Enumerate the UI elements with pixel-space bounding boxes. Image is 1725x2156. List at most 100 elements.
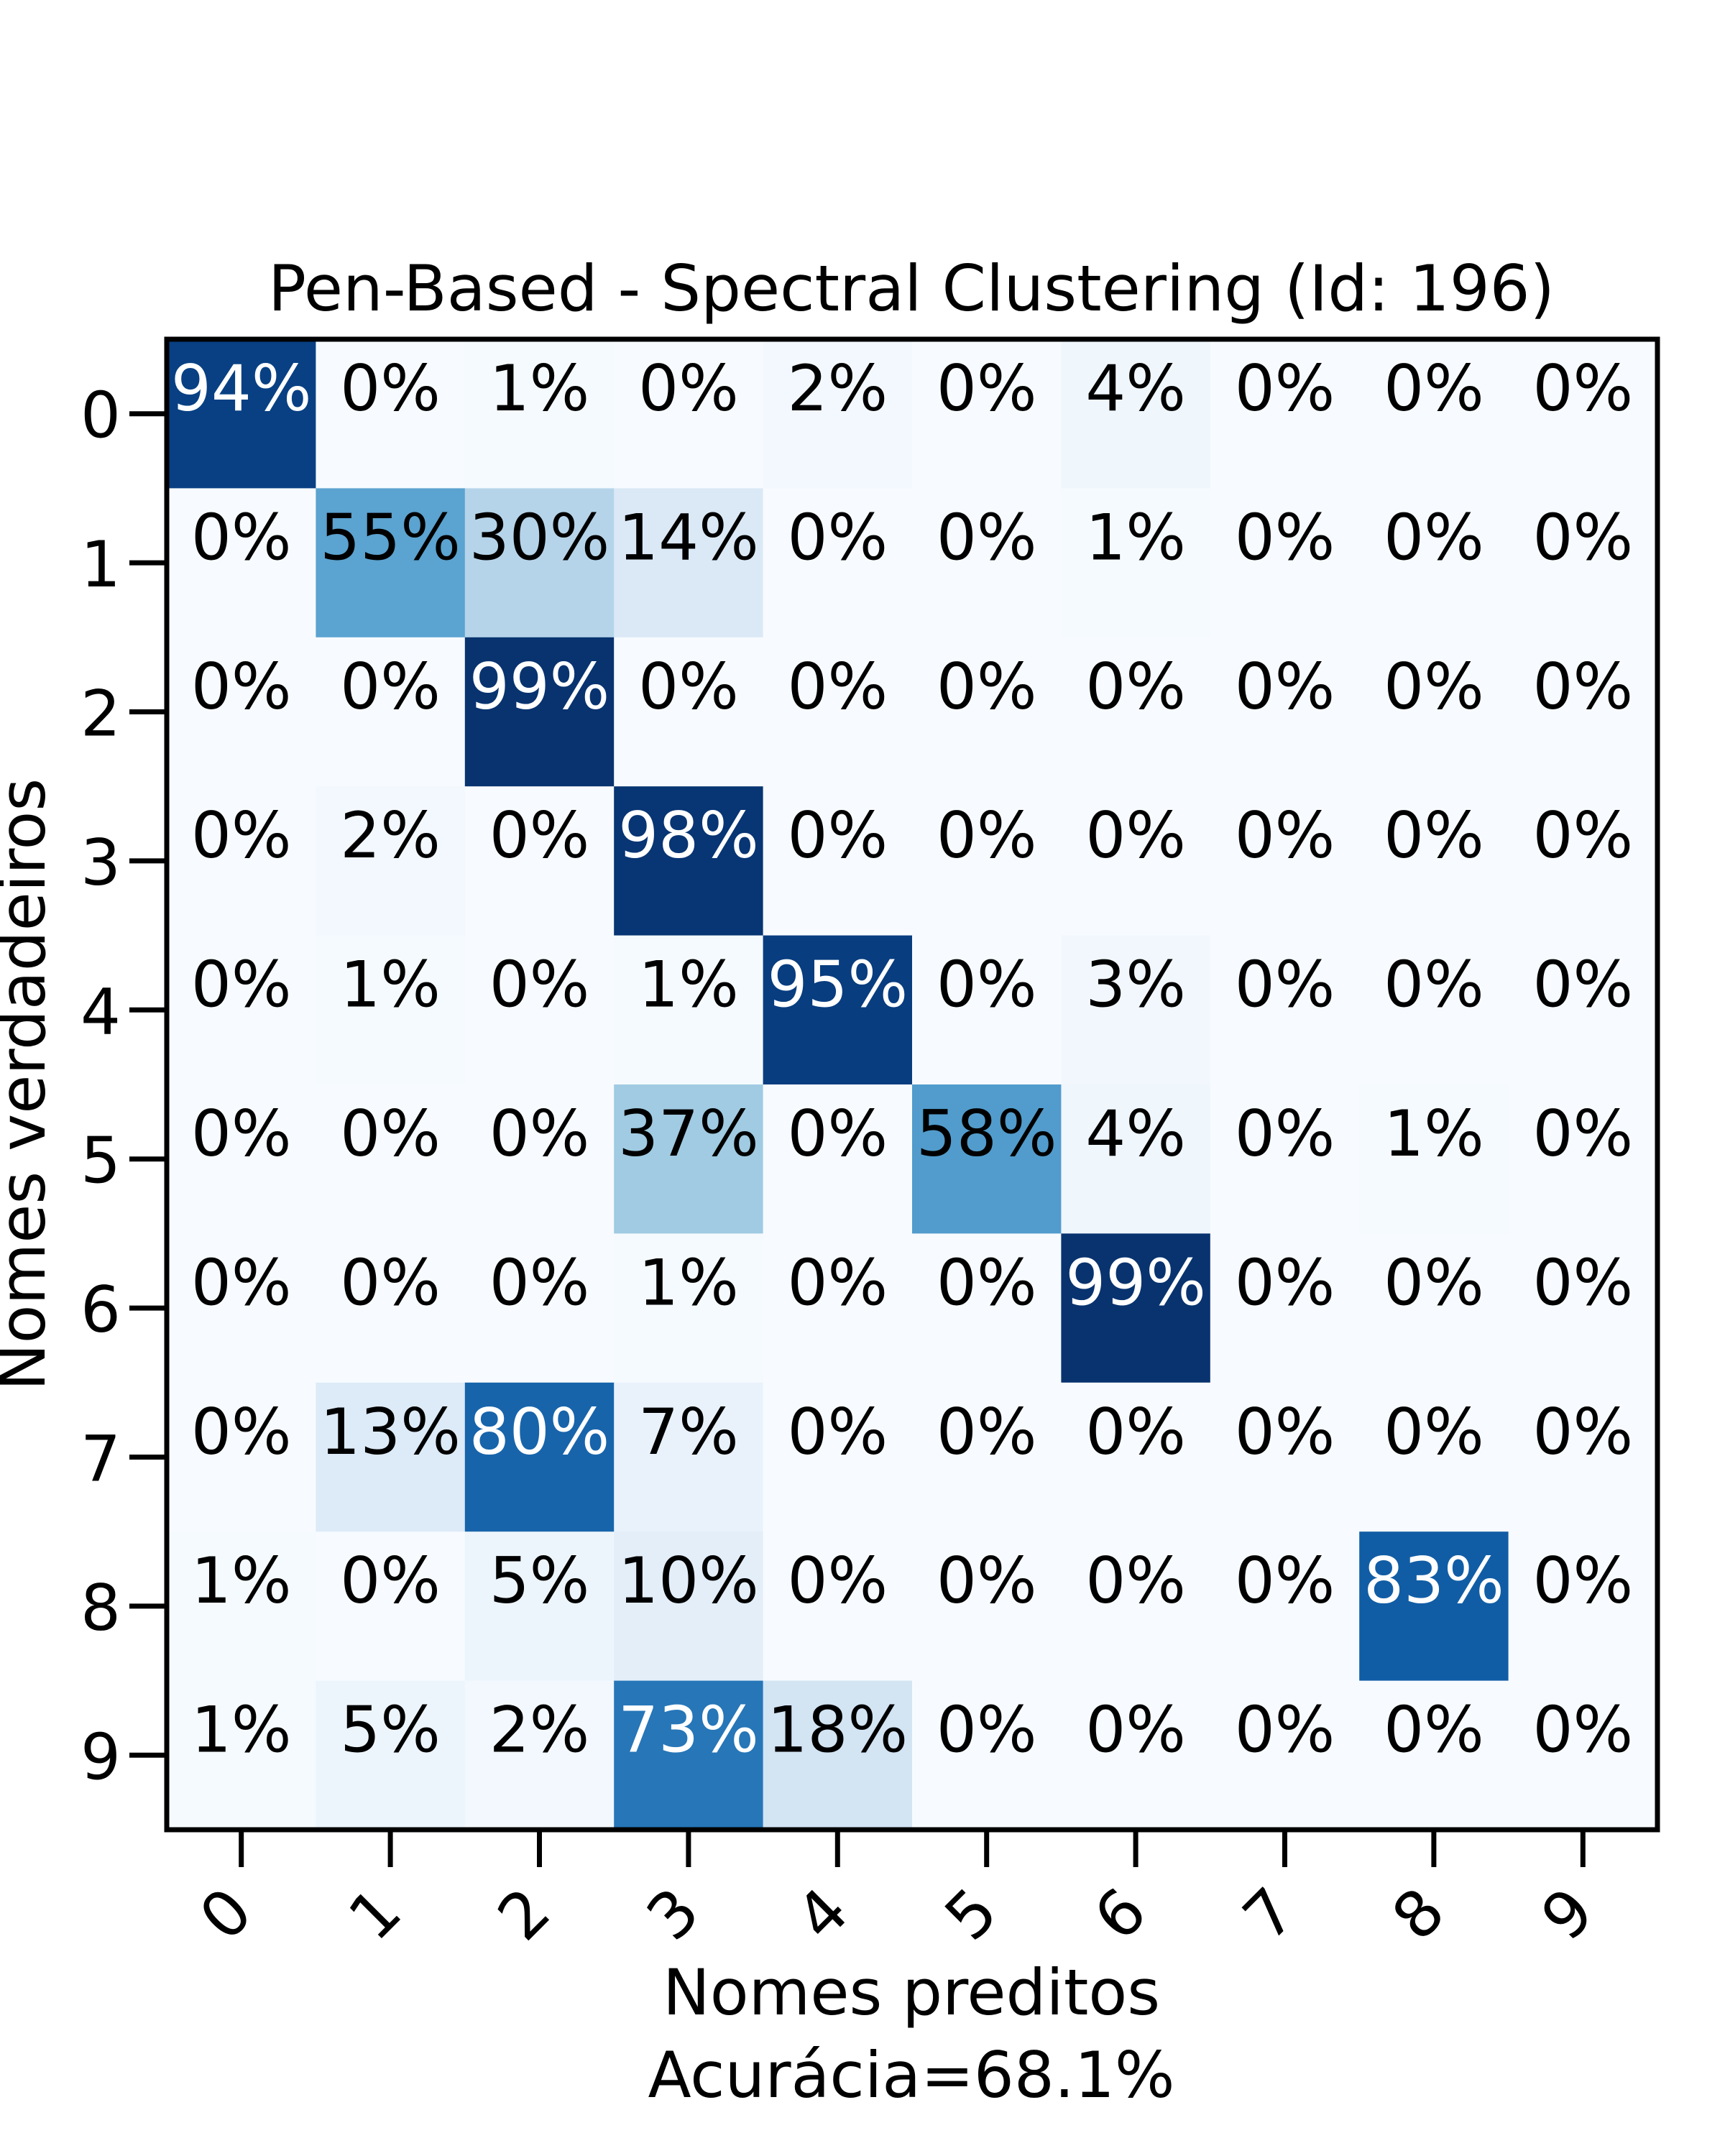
y-tick-label: 3 <box>80 826 121 900</box>
y-tick-label: 7 <box>80 1422 121 1496</box>
cell-value-label: 0% <box>340 351 441 425</box>
x-tick-label: 2 <box>484 1874 564 1954</box>
heatmap-cell <box>1508 935 1658 1085</box>
heatmap-cell <box>1210 1382 1360 1532</box>
cell-value-label: 1% <box>638 948 739 1022</box>
heatmap-cell <box>316 1233 466 1383</box>
heatmap-cell <box>316 1531 466 1682</box>
cell-value-label: 1% <box>1384 1097 1484 1171</box>
x-tick-label: 5 <box>931 1874 1011 1954</box>
cell-value-label: 0% <box>1085 1544 1186 1618</box>
heatmap-cell <box>1359 637 1509 787</box>
heatmap-cell <box>316 488 466 638</box>
heatmap-cell <box>614 935 764 1085</box>
cell-value-label: 0% <box>1532 948 1633 1022</box>
heatmap-cell <box>763 1084 913 1234</box>
heatmap-cell <box>1210 339 1360 489</box>
cell-value-label: 0% <box>937 948 1037 1022</box>
heatmap-cell <box>1210 488 1360 638</box>
heatmap-cell <box>1359 1084 1509 1234</box>
heatmap-cell <box>316 339 466 489</box>
cell-value-label: 0% <box>1384 351 1484 425</box>
cell-value-label: 0% <box>1384 1693 1484 1767</box>
cell-value-label: 0% <box>1235 1245 1335 1319</box>
cell-value-label: 0% <box>489 948 590 1022</box>
heatmap-cell <box>1508 786 1658 936</box>
heatmap-cell <box>167 1382 316 1532</box>
heatmap-cell <box>912 488 1062 638</box>
heatmap-cell <box>464 488 615 638</box>
x-tick-label: 9 <box>1527 1874 1608 1954</box>
heatmap-cell <box>614 637 764 787</box>
cell-value-label: 0% <box>1235 1544 1335 1618</box>
heatmap-cell <box>167 786 316 936</box>
cell-value-label: 0% <box>191 500 292 574</box>
heatmap-cell <box>1359 1382 1509 1532</box>
heatmap-cell <box>167 935 316 1085</box>
cell-value-label: 0% <box>191 650 292 724</box>
heatmap-cell <box>1508 339 1658 489</box>
cell-value-label: 1% <box>340 948 441 1022</box>
heatmap-cell <box>1061 1680 1211 1830</box>
heatmap-cell <box>464 935 615 1085</box>
cell-value-label: 0% <box>1085 650 1186 724</box>
heatmap-cell <box>763 339 913 489</box>
cell-value-label: 0% <box>937 351 1037 425</box>
cell-value-label: 0% <box>937 798 1037 872</box>
cell-value-label: 73% <box>618 1693 759 1767</box>
heatmap-cell <box>1359 339 1509 489</box>
cell-value-label: 0% <box>1384 500 1484 574</box>
heatmap-cell <box>614 1680 764 1830</box>
cell-value-label: 0% <box>1235 1693 1335 1767</box>
cell-value-label: 80% <box>469 1395 610 1469</box>
cell-value-label: 0% <box>1085 1693 1186 1767</box>
heatmap-cell <box>1210 1531 1360 1682</box>
cell-value-label: 0% <box>1235 1097 1335 1171</box>
cell-value-label: 99% <box>1065 1245 1206 1319</box>
heatmap-cell-labels: 94% 0% 1% 0% 2% 0% 4% 0% 0% 0% 0% 55% 30% 14% 0% 0% 1% 0%… <box>171 351 1633 1767</box>
cell-value-label: 1% <box>191 1693 292 1767</box>
heatmap-cell <box>1061 1382 1211 1532</box>
heatmap-cell <box>1508 1382 1658 1532</box>
heatmap-cell <box>1061 637 1211 787</box>
cell-value-label: 0% <box>1235 948 1335 1022</box>
cell-value-label: 0% <box>1384 798 1484 872</box>
cell-value-label: 4% <box>1085 351 1186 425</box>
cell-value-label: 0% <box>1532 500 1633 574</box>
cell-value-label: 0% <box>191 1395 292 1469</box>
heatmap-cell <box>464 1531 615 1682</box>
plot-frame <box>164 336 1660 1833</box>
x-tick-label: 1 <box>334 1874 415 1954</box>
cell-value-label: 0% <box>937 1395 1037 1469</box>
heatmap-cell <box>316 935 466 1085</box>
heatmap-cell <box>1508 488 1658 638</box>
cell-value-label: 0% <box>937 1544 1037 1618</box>
heatmap-cell <box>763 637 913 787</box>
cell-value-label: 99% <box>469 650 610 724</box>
heatmap-cell <box>763 1680 913 1830</box>
heatmap-cell <box>1210 1084 1360 1234</box>
heatmap-cell <box>167 1680 316 1830</box>
y-tick-label: 1 <box>80 528 121 602</box>
heatmap-cell <box>763 1531 913 1682</box>
heatmap-cell <box>1359 786 1509 936</box>
heatmap-cell <box>1210 1233 1360 1383</box>
x-tick-label: 3 <box>632 1874 713 1954</box>
cell-value-label: 3% <box>1085 948 1186 1022</box>
cell-value-label: 0% <box>1532 351 1633 425</box>
y-tick-label: 9 <box>80 1720 121 1794</box>
cell-value-label: 0% <box>1235 1395 1335 1469</box>
heatmap-cell <box>316 786 466 936</box>
cell-value-label: 5% <box>489 1544 590 1618</box>
heatmap-cell <box>167 1084 316 1234</box>
heatmap-cell <box>1210 1680 1360 1830</box>
x-tick-label: 8 <box>1378 1874 1458 1954</box>
cell-value-label: 0% <box>1532 1245 1633 1319</box>
cell-value-label: 0% <box>937 1693 1037 1767</box>
cell-value-label: 0% <box>787 1544 888 1618</box>
cell-value-label: 2% <box>787 351 888 425</box>
cell-value-label: 10% <box>618 1544 759 1618</box>
cell-value-label: 0% <box>787 1097 888 1171</box>
